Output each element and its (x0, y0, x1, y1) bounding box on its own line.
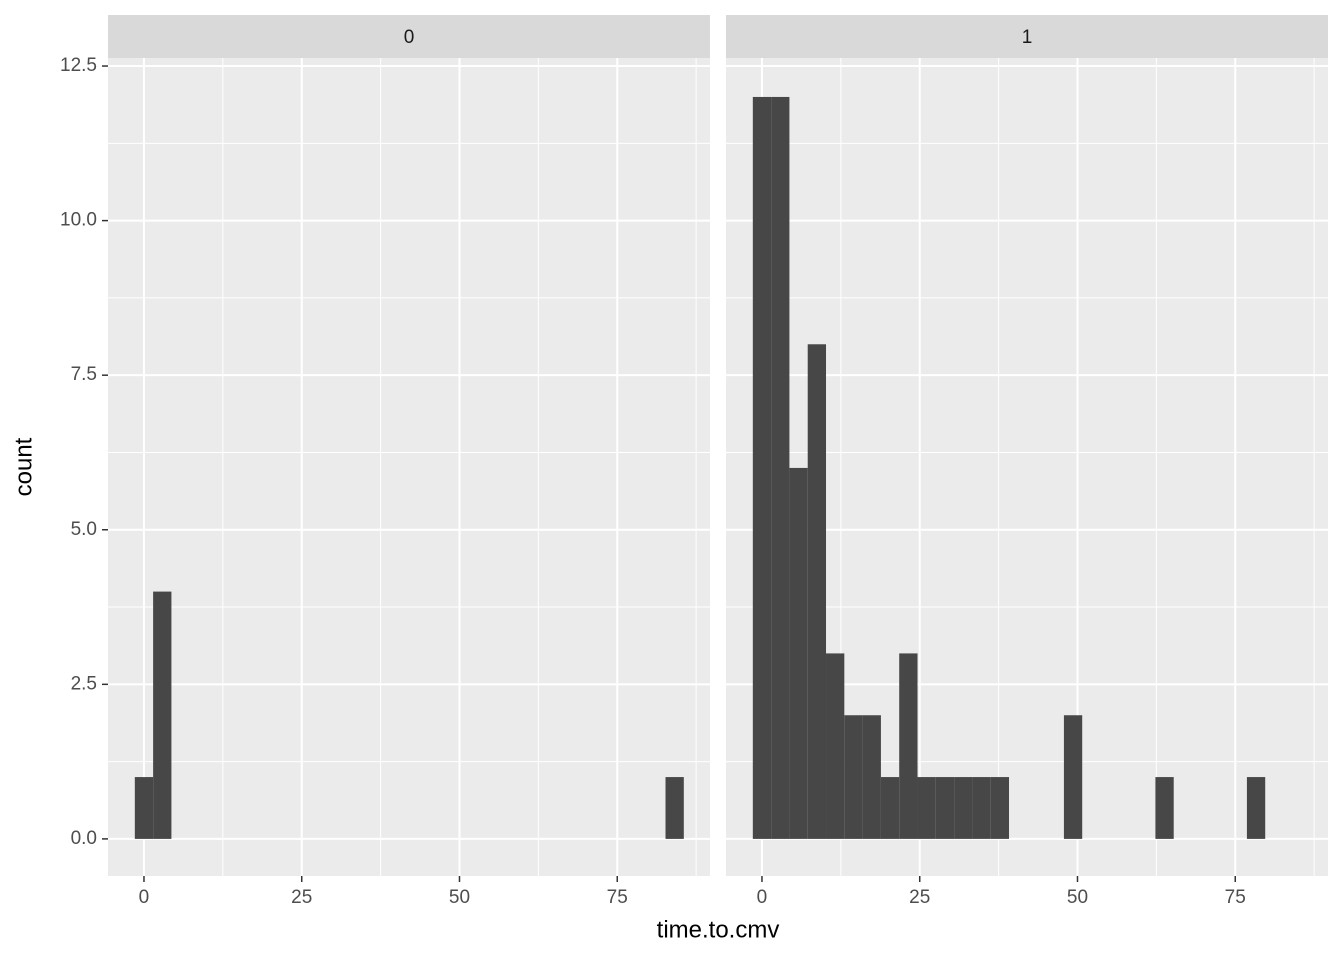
y-tick-label: 2.5 (71, 673, 97, 694)
bar (954, 777, 973, 839)
bar (789, 467, 808, 839)
y-tick-label: 12.5 (60, 55, 97, 76)
bar (899, 653, 918, 839)
bar (826, 653, 845, 839)
bar (1246, 777, 1266, 839)
y-tick-label: 5.0 (71, 519, 97, 540)
x-tick-label: 75 (1225, 887, 1246, 908)
bar (807, 344, 827, 839)
bar (771, 96, 790, 839)
y-axis-title: count (10, 437, 37, 496)
x-tick-label: 25 (909, 887, 930, 908)
bar (990, 777, 1010, 839)
bar (862, 715, 881, 839)
strip-background (726, 15, 1328, 58)
x-axis-title: time.to.cmv (657, 916, 780, 943)
bar (917, 777, 936, 839)
strip-label: 0 (404, 27, 415, 48)
bar (1155, 777, 1174, 839)
x-tick-label: 50 (1067, 887, 1088, 908)
y-tick-label: 7.5 (71, 364, 97, 385)
bar (880, 777, 900, 839)
x-tick-label: 75 (607, 887, 628, 908)
bar (153, 591, 172, 839)
bar (1063, 715, 1083, 839)
bar (665, 777, 684, 839)
y-tick-label: 0.0 (71, 828, 97, 849)
x-tick-label: 0 (757, 887, 768, 908)
x-tick-label: 0 (139, 887, 150, 908)
bar (844, 715, 863, 839)
strip-background (108, 15, 710, 58)
x-tick-label: 50 (449, 887, 470, 908)
y-tick-label: 10.0 (60, 210, 97, 231)
panel-background (108, 58, 710, 876)
bar (972, 777, 991, 839)
bar (935, 777, 955, 839)
strip-label: 1 (1022, 27, 1033, 48)
bar (752, 96, 772, 839)
bar (134, 777, 154, 839)
x-tick-label: 25 (291, 887, 312, 908)
